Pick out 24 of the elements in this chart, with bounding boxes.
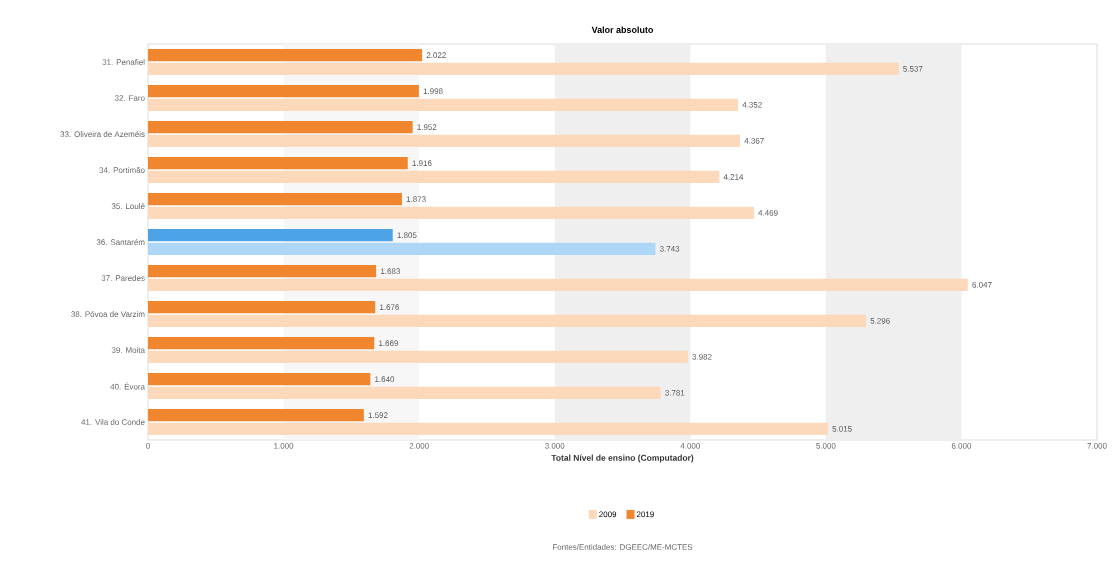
bar [148, 157, 408, 170]
bar [148, 206, 754, 219]
bar [148, 373, 371, 386]
bar [148, 229, 393, 242]
bar [148, 409, 364, 422]
bar [148, 62, 899, 75]
bar [148, 337, 375, 350]
bar [148, 49, 423, 62]
bar [148, 98, 739, 111]
bar [148, 134, 741, 147]
bar [148, 314, 866, 327]
bar [148, 193, 402, 206]
bar [148, 265, 377, 278]
bar [148, 386, 661, 399]
bar [148, 85, 419, 98]
x-axis-title: Total Nível de ensino (Computador) [551, 454, 694, 463]
bar [148, 301, 376, 314]
bar [148, 278, 968, 291]
bar [148, 422, 828, 435]
bar [148, 242, 656, 255]
chart-title: Valor absoluto [591, 26, 654, 34]
bar [148, 121, 413, 134]
bar [148, 350, 688, 363]
bar [148, 170, 720, 183]
